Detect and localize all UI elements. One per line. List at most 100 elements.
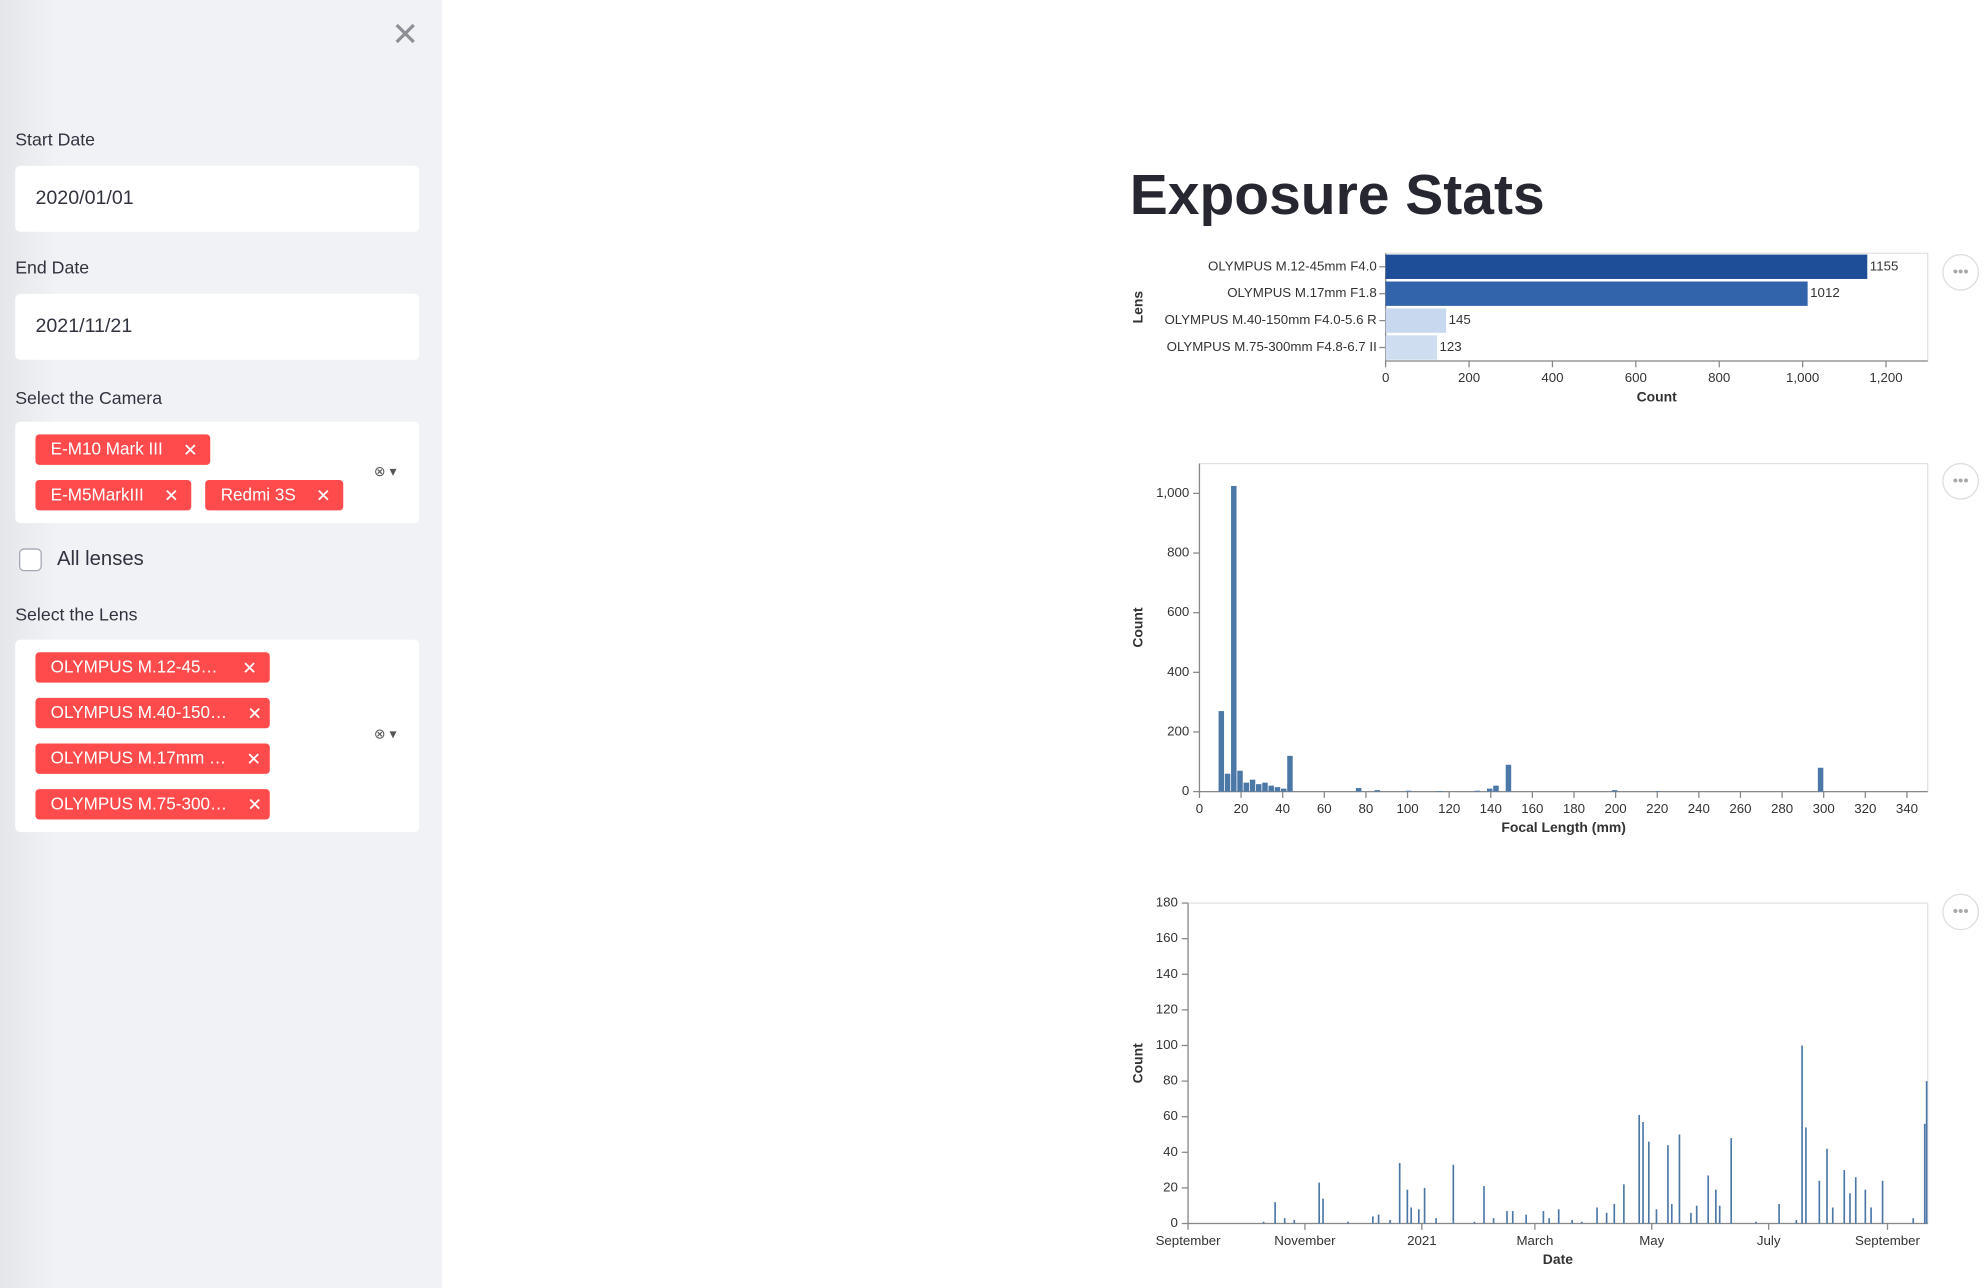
tag[interactable]: E-M5MarkIII ✕ bbox=[35, 480, 192, 511]
x-tick-label: 120 bbox=[1438, 801, 1460, 816]
x-axis-title: Focal Length (mm) bbox=[1501, 819, 1626, 835]
bar bbox=[1511, 1211, 1514, 1224]
bar bbox=[1864, 1189, 1867, 1224]
bar bbox=[1268, 785, 1274, 792]
tag[interactable]: OLYMPUS M.12-45… ✕ bbox=[35, 652, 270, 683]
menu-button[interactable]: ••• bbox=[1942, 253, 1980, 291]
menu-button[interactable]: ••• bbox=[1942, 893, 1980, 931]
x-tick-label: 0 bbox=[1382, 370, 1389, 385]
bar bbox=[1843, 1170, 1846, 1224]
x-tick-label: March bbox=[1516, 1233, 1553, 1248]
bar bbox=[1670, 1203, 1673, 1224]
x-tick-label: May bbox=[1639, 1233, 1664, 1248]
bar bbox=[1605, 1212, 1608, 1224]
bar bbox=[1506, 1211, 1508, 1224]
bar bbox=[1418, 1209, 1420, 1224]
date-input[interactable]: 2021/11/21 bbox=[15, 293, 420, 360]
y-tick-label: 0 bbox=[1182, 783, 1189, 798]
bar bbox=[1293, 1219, 1296, 1224]
y-tick-label: 40 bbox=[1163, 1144, 1178, 1159]
multiselect[interactable]: OLYMPUS M.12-45… ✕ OLYMPUS M.40-150… ✕ OLYMP… bbox=[15, 639, 420, 833]
x-tick-label: 80 bbox=[1359, 801, 1374, 816]
value-label: 145 bbox=[1449, 312, 1471, 327]
bar bbox=[1243, 782, 1250, 792]
bar bbox=[1385, 281, 1808, 306]
bar bbox=[1398, 1162, 1401, 1224]
y-tick-label: 600 bbox=[1167, 604, 1189, 619]
bar bbox=[1256, 784, 1262, 792]
close-button[interactable]: ✕ bbox=[391, 15, 419, 54]
clear-icon[interactable]: ⊗ ▾ bbox=[373, 464, 397, 481]
bar bbox=[1280, 788, 1287, 792]
bar bbox=[1406, 1189, 1409, 1224]
y-axis-title: Count bbox=[1129, 607, 1145, 648]
tag-remove[interactable]: ✕ bbox=[242, 657, 258, 678]
tag-remove[interactable]: ✕ bbox=[316, 485, 331, 506]
tag-remove[interactable]: ✕ bbox=[183, 439, 198, 460]
checkbox-label[interactable]: All lenses bbox=[56, 548, 144, 570]
y-tick-label: 200 bbox=[1167, 723, 1189, 738]
bar bbox=[1613, 1203, 1616, 1224]
bar bbox=[1224, 773, 1231, 792]
bar bbox=[1611, 790, 1618, 792]
x-tick-label: 160 bbox=[1521, 801, 1543, 816]
y-tick-label: 160 bbox=[1156, 930, 1178, 945]
bar bbox=[1410, 1207, 1413, 1224]
tag-remove[interactable]: ✕ bbox=[247, 794, 263, 815]
menu-button[interactable]: ••• bbox=[1942, 462, 1980, 500]
clear-icon[interactable]: ⊗ ▾ bbox=[373, 727, 397, 743]
x-tick-label: 240 bbox=[1688, 801, 1710, 816]
plot-frame bbox=[1187, 902, 1929, 1225]
label: Select the Camera bbox=[15, 387, 163, 408]
y-tick-label: OLYMPUS M.17mm F1.8 bbox=[1227, 285, 1377, 300]
x-tick-label: 400 bbox=[1541, 370, 1563, 385]
tag-remove[interactable]: ✕ bbox=[247, 702, 263, 724]
bar bbox=[1322, 1198, 1324, 1224]
multiselect[interactable]: E-M10 Mark III ✕ E-M5MarkIII ✕ Redmi 3S ✕ ⊗ ▾ bbox=[15, 421, 420, 524]
y-tick-label: OLYMPUS M.75-300mm F4.8-6.7 II bbox=[1167, 339, 1377, 354]
tag[interactable]: OLYMPUS M.75-300… ✕ bbox=[35, 789, 270, 820]
label: Select the Lens bbox=[15, 604, 138, 625]
y-tick-label: 120 bbox=[1156, 1001, 1178, 1016]
tag[interactable]: Redmi 3S ✕ bbox=[205, 480, 344, 511]
x-tick-label: 600 bbox=[1625, 370, 1647, 385]
checkbox[interactable] bbox=[18, 548, 42, 572]
bar bbox=[1493, 785, 1499, 792]
y-tick-label: 20 bbox=[1163, 1179, 1178, 1194]
bar bbox=[1283, 1218, 1286, 1224]
date-input[interactable]: 2020/01/01 bbox=[15, 165, 420, 232]
value-label: 123 bbox=[1439, 339, 1461, 354]
tag[interactable]: OLYMPUS M.17mm … ✕ bbox=[35, 743, 270, 774]
bar bbox=[1318, 1182, 1321, 1224]
label: End Date bbox=[15, 257, 90, 278]
x-tick-label: 20 bbox=[1234, 801, 1249, 816]
sidebar: ✕ Start Date 2020/01/01 End Date 2021/11… bbox=[0, 0, 443, 1288]
bar bbox=[1925, 1081, 1928, 1224]
bar bbox=[1923, 1123, 1926, 1224]
tag-list: E-M10 Mark III ✕ E-M5MarkIII ✕ Redmi 3S ✕ bbox=[35, 434, 352, 511]
bar bbox=[1642, 1122, 1644, 1224]
bar bbox=[1473, 1221, 1476, 1224]
bar bbox=[1755, 1221, 1757, 1224]
bar bbox=[1237, 770, 1243, 792]
bar bbox=[1483, 1186, 1485, 1224]
label: Start Date bbox=[15, 129, 96, 150]
bar bbox=[1655, 1209, 1658, 1224]
x-tick-label: 300 bbox=[1813, 801, 1835, 816]
bar bbox=[1389, 1219, 1391, 1224]
x-tick-label: 1,000 bbox=[1786, 370, 1819, 385]
tag-remove[interactable]: ✕ bbox=[246, 748, 262, 769]
bar bbox=[1249, 779, 1256, 792]
bar bbox=[1805, 1127, 1807, 1224]
bar bbox=[1274, 787, 1281, 792]
tag-remove[interactable]: ✕ bbox=[164, 485, 179, 506]
tag-label: Redmi 3S bbox=[220, 485, 296, 505]
bar bbox=[1795, 1219, 1798, 1224]
tag[interactable]: OLYMPUS M.40-150… ✕ bbox=[35, 697, 270, 729]
x-tick-label: 280 bbox=[1771, 801, 1793, 816]
tag[interactable]: E-M10 Mark III ✕ bbox=[35, 434, 211, 465]
bar bbox=[1695, 1205, 1698, 1224]
bar bbox=[1405, 790, 1412, 792]
bar bbox=[1678, 1134, 1681, 1224]
